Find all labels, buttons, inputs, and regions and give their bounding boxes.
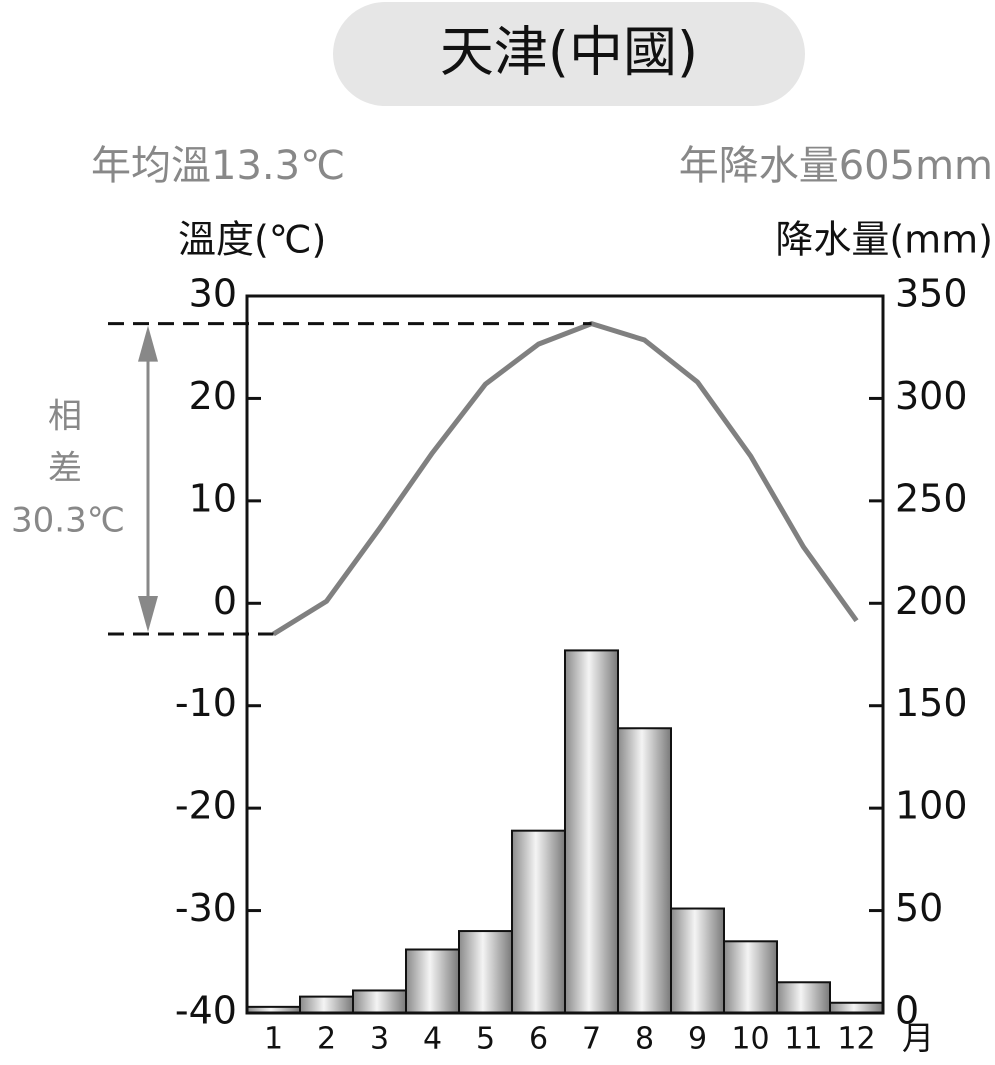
x-tick-label: 6 bbox=[529, 1022, 548, 1057]
bar bbox=[829, 1001, 884, 1014]
y-tick-label: -10 bbox=[175, 681, 237, 725]
annotation: 差 bbox=[48, 449, 82, 489]
y2-axis-label: 降水量(mm) bbox=[775, 218, 993, 262]
subtitle: 年降水量605mm bbox=[679, 143, 993, 189]
y-tick-label: -30 bbox=[175, 886, 237, 930]
bar bbox=[352, 989, 407, 1014]
bar bbox=[299, 995, 354, 1015]
x-tick-label: 12 bbox=[837, 1022, 875, 1057]
y2-tick-label: 150 bbox=[895, 681, 968, 725]
bar bbox=[617, 727, 672, 1015]
x-tick-label: 11 bbox=[784, 1022, 822, 1057]
arrow-head bbox=[138, 596, 158, 633]
x-tick-label: 1 bbox=[264, 1022, 283, 1057]
x-tick-label: 5 bbox=[476, 1022, 495, 1057]
annotation: 30.3℃ bbox=[11, 501, 125, 541]
title-box bbox=[333, 2, 805, 106]
y2-tick-label: 250 bbox=[895, 476, 968, 520]
x-tick-label: 3 bbox=[370, 1022, 389, 1057]
y-tick-label: 10 bbox=[189, 476, 237, 520]
subtitle: 年均溫13.3℃ bbox=[91, 143, 345, 189]
x-tick-label: 7 bbox=[582, 1022, 601, 1057]
x-tick-label: 10 bbox=[731, 1022, 769, 1057]
bar bbox=[776, 981, 831, 1014]
bar bbox=[670, 907, 725, 1014]
y-axis-label: 溫度(℃) bbox=[178, 218, 326, 262]
x-axis-unit: 月 bbox=[902, 1019, 934, 1057]
y2-tick-label: 100 bbox=[895, 784, 968, 828]
plot-frame bbox=[245, 294, 885, 1015]
x-tick-label: 8 bbox=[635, 1022, 654, 1057]
y-tick-label: 30 bbox=[189, 272, 237, 316]
bar bbox=[458, 930, 513, 1014]
bar bbox=[511, 829, 566, 1014]
y2-tick-label: 350 bbox=[895, 272, 968, 316]
y2-tick-label: 0 bbox=[895, 989, 919, 1033]
bar bbox=[405, 948, 460, 1014]
y2-tick-label: 300 bbox=[895, 374, 968, 418]
y-tick-label: 20 bbox=[189, 374, 237, 418]
chart-title: 天津(中國) bbox=[440, 21, 698, 84]
x-tick-label: 4 bbox=[423, 1022, 442, 1057]
y2-tick-label: 200 bbox=[895, 579, 968, 623]
x-tick-label: 9 bbox=[688, 1022, 707, 1057]
bar bbox=[723, 940, 778, 1014]
x-tick-label: 2 bbox=[317, 1022, 336, 1057]
bar bbox=[564, 649, 619, 1014]
y2-tick-label: 50 bbox=[895, 886, 943, 930]
y-tick-label: -40 bbox=[175, 989, 237, 1033]
temperature-line bbox=[272, 321, 859, 637]
y-tick-label: 0 bbox=[213, 579, 237, 623]
arrow-head bbox=[138, 325, 158, 362]
annotation: 相 bbox=[48, 397, 82, 437]
y-tick-label: -20 bbox=[175, 784, 237, 828]
